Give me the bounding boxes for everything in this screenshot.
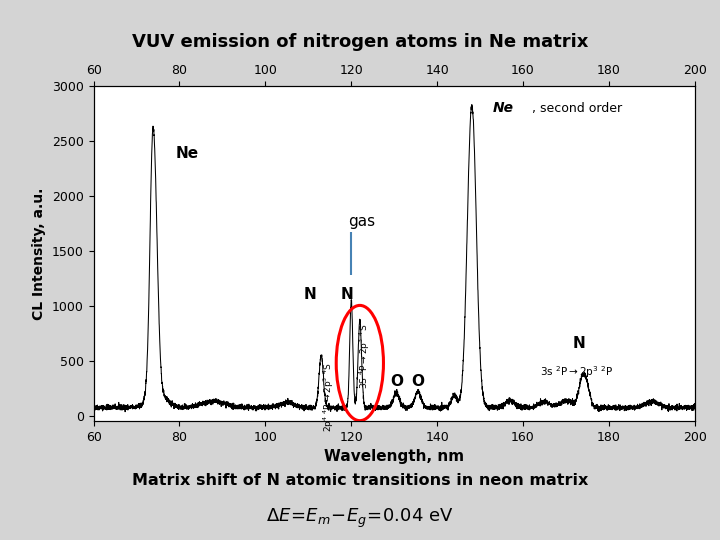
Y-axis label: CL Intensity, a.u.: CL Intensity, a.u. [32,187,47,320]
Text: 3S $^4$P$\rightarrow$2p$^3$ $^4$S: 3S $^4$P$\rightarrow$2p$^3$ $^4$S [358,323,372,389]
X-axis label: Wavelength, nm: Wavelength, nm [324,449,464,464]
Text: N: N [341,287,354,301]
Text: Ne: Ne [175,146,198,161]
Text: Ne: Ne [493,101,514,115]
Text: VUV emission of nitrogen atoms in Ne matrix: VUV emission of nitrogen atoms in Ne mat… [132,33,588,51]
Text: gas: gas [348,214,376,229]
Text: , second order: , second order [531,102,622,115]
Text: N: N [572,336,585,351]
Text: 3s $^2$P$\rightarrow$2p$^{3}$ $^2$P: 3s $^2$P$\rightarrow$2p$^{3}$ $^2$P [540,364,613,380]
Text: O: O [411,374,424,389]
Text: 2p$^4$ $^4$P$\rightarrow$2p$^3$ $^4$S: 2p$^4$ $^4$P$\rightarrow$2p$^3$ $^4$S [322,362,336,431]
Text: $\Delta E\!=\!E_m\!-\!E_g\!=\!0.04\ \mathrm{eV}$: $\Delta E\!=\!E_m\!-\!E_g\!=\!0.04\ \mat… [266,507,454,530]
Text: O: O [390,374,403,389]
Text: N: N [304,287,317,301]
Text: Matrix shift of N atomic transitions in neon matrix: Matrix shift of N atomic transitions in … [132,473,588,488]
